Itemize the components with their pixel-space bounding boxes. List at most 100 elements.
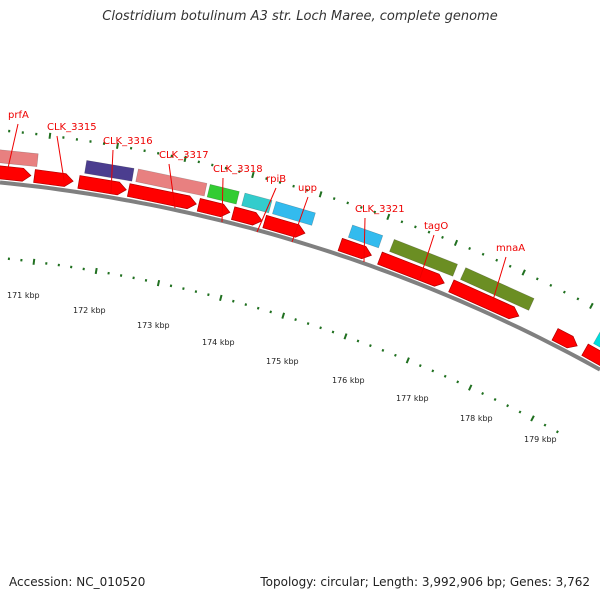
feature-tagO [389,238,458,277]
tick-mark [530,415,535,422]
leader-line [256,187,277,233]
feature-block [206,184,240,205]
feature-block [389,238,458,277]
inner-tick [356,339,360,343]
scale-label: 171 kbp [7,291,40,300]
tick-mark [94,267,98,275]
leader-line [168,163,176,209]
tick-mark [418,364,422,368]
tick-mark [8,129,11,133]
tick-mark [70,265,73,269]
leader-line [221,177,224,223]
scale-label: 175 kbp [266,357,299,366]
backbone-ring [0,180,600,372]
tick-mark [535,277,539,281]
cds-layer [0,164,600,384]
outer-tick [576,297,580,301]
tick-mark [102,142,106,145]
inner-tick [119,274,123,277]
tick-layer [7,129,594,434]
outer-tick [183,155,187,163]
cds-shape [551,328,578,349]
inner-tick [219,294,223,302]
cds-shape [126,183,197,210]
inner-tick [394,353,397,357]
tick-mark [156,279,161,287]
outer-tick [21,131,24,134]
tick-mark [89,140,92,143]
outer-tick [211,163,214,167]
inner-tick [57,263,60,267]
tick-mark [414,225,417,229]
tick-mark [373,210,377,214]
cds-arrow [377,251,445,287]
outer-tick [278,180,282,184]
cds-shape [448,279,520,320]
outer-tick [414,225,417,229]
inner-tick [281,312,286,319]
tick-mark [543,423,547,427]
inner-tick [70,265,73,269]
inner-tick [468,384,473,391]
feature-rpiB [272,200,316,226]
scale-label: 179 kbp [524,435,557,444]
inner-tick [331,330,335,334]
tick-mark [359,205,363,209]
leader-line [110,149,114,194]
outer-tick [359,205,363,209]
inner-tick [144,279,148,282]
tick-mark [132,276,135,280]
outer-tick [386,213,391,221]
tick-mark [75,138,79,141]
outer-tick [318,191,323,198]
tick-mark [294,318,297,322]
tick-mark [281,312,286,319]
tick-mark [21,131,24,134]
outer-tick [156,151,160,155]
tick-mark [346,201,350,205]
inner-tick [94,267,98,275]
summary-text: Topology: circular; Length: 3,992,906 bp… [260,575,590,589]
tick-mark [481,252,485,256]
outer-tick [481,252,485,256]
inner-tick [493,397,497,402]
feature-edge [593,331,600,373]
inner-tick [506,404,510,408]
outer-tick [48,132,52,139]
cds-shape [77,175,127,196]
inner-tick [418,364,422,368]
tick-mark [427,230,431,234]
outer-tick [589,302,594,310]
tick-mark [57,263,60,267]
gene-label-tagO: tagO [424,221,448,232]
cds-arrow [337,237,372,260]
inner-tick [456,380,460,384]
gene-label-CLK_3321: CLK_3321 [355,204,405,215]
tick-mark [156,151,160,155]
tick-mark [45,262,48,265]
inner-tick [369,344,372,348]
tick-mark [62,136,65,139]
tick-mark [244,303,248,307]
outer-tick [143,149,146,153]
gene-label-CLK_3318: CLK_3318 [213,164,263,175]
outer-tick [373,210,377,214]
tick-mark [224,166,228,170]
tick-mark [562,290,566,294]
tick-mark [32,258,36,265]
outer-tick [332,197,336,201]
inner-tick [319,326,322,330]
inner-tick [45,262,48,265]
cds-shape [581,343,600,384]
tick-mark [495,258,499,262]
inner-tick [7,257,11,261]
tick-mark [356,339,360,343]
feature-CLK_3315 [84,160,135,182]
tick-mark [265,177,268,181]
gene-label-CLK_3316: CLK_3316 [103,136,153,147]
outer-tick [102,142,106,145]
tick-mark [182,287,185,290]
feature-CLK_3317 [206,184,240,205]
tick-mark [116,142,119,149]
outer-tick [521,269,526,276]
